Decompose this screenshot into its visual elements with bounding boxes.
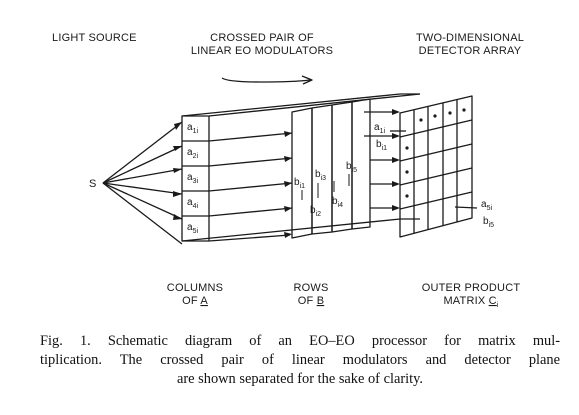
label-a4i: a4i bbox=[187, 197, 198, 210]
label-rows-line2: OF B bbox=[298, 295, 324, 307]
label-modulators-line2: LINEAR EO MODULATORS bbox=[191, 45, 333, 57]
label-bi1: bi1 bbox=[294, 177, 305, 190]
label-source-s: S bbox=[89, 178, 97, 190]
row-element-labels: bi1 bi2 bi3 bi4 bi5 bbox=[294, 161, 357, 218]
label-a2i: a2i bbox=[187, 147, 198, 160]
column-element-labels: a1i a2i a3i a4i a5i bbox=[187, 122, 198, 235]
schematic-diagram: LIGHT SOURCE CROSSED PAIR OF LINEAR EO M… bbox=[52, 32, 524, 309]
label-bi2: bi2 bbox=[310, 205, 321, 218]
label-bi4: bi4 bbox=[332, 196, 343, 209]
figure-caption: Fig. 1. Schematic diagram of an EO–EO pr… bbox=[40, 332, 560, 389]
caption-line-2: tiplication. The crossed pair of linear … bbox=[40, 352, 560, 368]
label-det-a1i: a1i bbox=[374, 122, 385, 135]
label-a1i: a1i bbox=[187, 122, 198, 135]
label-det-a5i: a5i bbox=[481, 199, 492, 212]
detector-element-labels: a1i bi1 a5i bi5 bbox=[374, 122, 494, 229]
label-a3i: a3i bbox=[187, 172, 198, 185]
column-modulator bbox=[181, 115, 210, 242]
bracket-arrow bbox=[221, 77, 311, 83]
label-outer-line2: MATRIX Ci bbox=[443, 295, 498, 309]
arrowheads bbox=[173, 109, 400, 238]
label-bi5: bi5 bbox=[346, 161, 357, 174]
label-rows-line1: ROWS bbox=[293, 282, 328, 294]
label-columns-line2: OF A bbox=[182, 295, 208, 307]
label-det-bi1: bi1 bbox=[376, 139, 387, 152]
label-light-source: LIGHT SOURCE bbox=[52, 32, 137, 44]
label-a5i: a5i bbox=[187, 222, 198, 235]
detector-array bbox=[399, 95, 473, 238]
label-detector-line1: TWO-DIMENSIONAL bbox=[416, 32, 524, 44]
label-outer-line1: OUTER PRODUCT bbox=[422, 282, 521, 294]
label-bi3: bi3 bbox=[315, 169, 326, 182]
label-modulators-line1: CROSSED PAIR OF bbox=[210, 32, 314, 44]
detector-dots bbox=[405, 108, 466, 198]
label-det-bi5: bi5 bbox=[483, 216, 494, 229]
row-modulator bbox=[291, 98, 371, 239]
label-columns-line1: COLUMNS bbox=[167, 282, 223, 294]
label-detector-line2: DETECTOR ARRAY bbox=[419, 45, 522, 57]
light-rays bbox=[102, 121, 183, 245]
caption-line-1: Fig. 1. Schematic diagram of an EO–EO pr… bbox=[40, 333, 560, 349]
leader-a5i bbox=[454, 206, 478, 209]
caption-line-3: are shown separated for the sake of clar… bbox=[177, 371, 423, 387]
beam-envelope bbox=[181, 93, 421, 242]
